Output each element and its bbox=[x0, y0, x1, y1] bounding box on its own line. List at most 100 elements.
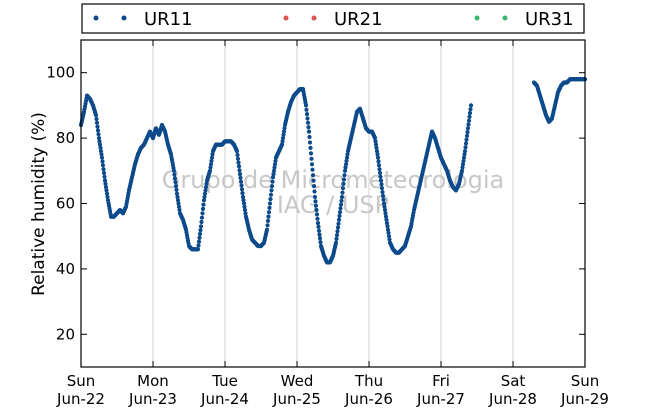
data-point-ur11 bbox=[309, 162, 315, 167]
y-tick-label: 40 bbox=[56, 260, 75, 278]
data-point-ur11 bbox=[462, 149, 468, 154]
data-point-ur11-interp bbox=[95, 128, 101, 133]
data-point-ur11-interp bbox=[273, 158, 278, 164]
data-point-ur11-interp bbox=[307, 134, 312, 140]
data-point-ur11-interp bbox=[465, 130, 470, 135]
data-point-ur11-interp bbox=[208, 165, 213, 170]
data-point-ur11 bbox=[333, 240, 339, 245]
data-point-ur11-interp bbox=[269, 184, 275, 189]
data-point-ur11-interp bbox=[196, 243, 201, 248]
data-point-ur11-interp bbox=[313, 199, 318, 204]
data-point-ur11-interp bbox=[242, 204, 247, 209]
data-point-ur11-interp bbox=[282, 126, 287, 131]
data-point-ur11-interp bbox=[310, 167, 315, 172]
x-tick-label-day: Fri bbox=[432, 372, 450, 390]
data-point-ur11-interp bbox=[467, 114, 472, 119]
data-point-ur11-interp bbox=[280, 136, 286, 141]
data-point-ur11-interp bbox=[270, 179, 275, 184]
data-point-ur11 bbox=[315, 221, 321, 226]
data-point-ur11 bbox=[336, 217, 342, 222]
data-point-ur11-interp bbox=[265, 218, 271, 223]
data-point-ur11-interp bbox=[462, 152, 467, 157]
data-point-ur11 bbox=[378, 178, 384, 183]
legend-label-ur21: UR21 bbox=[334, 9, 383, 30]
data-point-ur11-interp bbox=[203, 185, 209, 190]
data-point-ur11 bbox=[312, 194, 318, 200]
y-axis-title: Relative humidity (%) bbox=[29, 112, 49, 296]
data-point-ur11-interp bbox=[177, 207, 182, 213]
data-point-ur11-interp bbox=[468, 107, 473, 112]
data-point-ur11 bbox=[171, 168, 177, 173]
legend-label-ur31: UR31 bbox=[525, 9, 574, 30]
data-point-ur11-interp bbox=[385, 227, 391, 232]
legend-marker-ur11-b bbox=[121, 15, 127, 21]
data-point-ur11-interp bbox=[96, 132, 101, 137]
data-point-ur11-interp bbox=[237, 168, 242, 173]
data-point-ur11-interp bbox=[318, 240, 323, 245]
data-point-ur11-interp bbox=[176, 201, 181, 206]
data-point-ur11-interp bbox=[240, 191, 245, 196]
x-tick-label-day: Sun bbox=[571, 372, 600, 390]
data-point-ur11-interp bbox=[311, 178, 316, 183]
data-point-ur11 bbox=[279, 142, 285, 147]
y-tick-label: 80 bbox=[56, 129, 75, 147]
data-point-ur11 bbox=[465, 126, 471, 131]
data-point-ur11-interp bbox=[387, 237, 392, 242]
data-point-ur11 bbox=[270, 175, 276, 180]
data-point-ur11 bbox=[195, 247, 201, 252]
data-point-ur11-interp bbox=[374, 145, 379, 150]
data-point-ur11-interp bbox=[271, 172, 276, 177]
data-point-ur11 bbox=[237, 172, 243, 177]
data-point-ur11-interp bbox=[337, 213, 342, 219]
data-point-ur11-interp bbox=[98, 149, 104, 154]
data-point-ur11-interp bbox=[312, 189, 317, 194]
data-point-ur11-interp bbox=[373, 139, 378, 144]
data-point-ur11-interp bbox=[378, 174, 383, 179]
data-point-ur11-interp bbox=[386, 234, 392, 239]
data-point-ur11-interp bbox=[379, 182, 384, 187]
data-point-ur11-interp bbox=[307, 140, 313, 145]
data-point-ur11-interp bbox=[209, 155, 215, 160]
data-point-ur11-interp bbox=[317, 236, 323, 241]
data-point-ur11-interp bbox=[175, 194, 180, 200]
watermark-line-2: IAG / USP bbox=[277, 191, 389, 219]
data-point-ur11-interp bbox=[202, 191, 208, 196]
data-point-ur11-interp bbox=[235, 152, 240, 158]
data-point-ur11 bbox=[234, 149, 240, 154]
data-point-ur11-interp bbox=[102, 174, 107, 179]
data-point-ur11-interp bbox=[341, 177, 347, 182]
data-point-ur11-interp bbox=[172, 172, 177, 177]
data-point-ur11-interp bbox=[340, 186, 346, 191]
data-point-ur11 bbox=[339, 194, 345, 200]
data-point-ur11-interp bbox=[344, 155, 350, 160]
data-point-ur11-interp bbox=[265, 223, 270, 228]
data-point-ur11-interp bbox=[335, 225, 341, 230]
data-point-ur11-interp bbox=[460, 162, 466, 167]
data-point-ur11-interp bbox=[466, 122, 471, 127]
data-point-ur11-interp bbox=[104, 191, 110, 196]
data-point-ur11-interp bbox=[99, 152, 104, 157]
data-point-ur11-interp bbox=[203, 188, 208, 193]
data-point-ur11 bbox=[240, 194, 246, 200]
data-point-ur11-interp bbox=[373, 142, 379, 147]
data-point-ur11-interp bbox=[204, 181, 209, 186]
data-point-ur11-interp bbox=[337, 210, 343, 215]
data-point-ur11-interp bbox=[267, 205, 272, 210]
data-point-ur11-interp bbox=[466, 118, 472, 123]
data-point-ur11-interp bbox=[335, 229, 340, 234]
data-point-ur11 bbox=[201, 198, 207, 203]
data-point-ur11-interp bbox=[103, 185, 109, 190]
data-point-ur11-interp bbox=[97, 142, 103, 147]
data-point-ur11-interp bbox=[311, 184, 317, 189]
data-point-ur11 bbox=[375, 155, 381, 160]
data-point-ur11-interp bbox=[105, 194, 110, 200]
data-point-ur11-interp bbox=[238, 175, 243, 180]
data-points bbox=[78, 77, 588, 265]
data-point-ur11-interp bbox=[95, 124, 100, 129]
data-point-ur11-interp bbox=[100, 163, 106, 168]
data-point-ur11-interp bbox=[345, 152, 350, 157]
data-point-ur11-interp bbox=[200, 206, 206, 211]
data-point-ur11-interp bbox=[308, 145, 313, 150]
data-point-ur11-interp bbox=[172, 176, 178, 181]
data-point-ur11-interp bbox=[384, 217, 389, 222]
